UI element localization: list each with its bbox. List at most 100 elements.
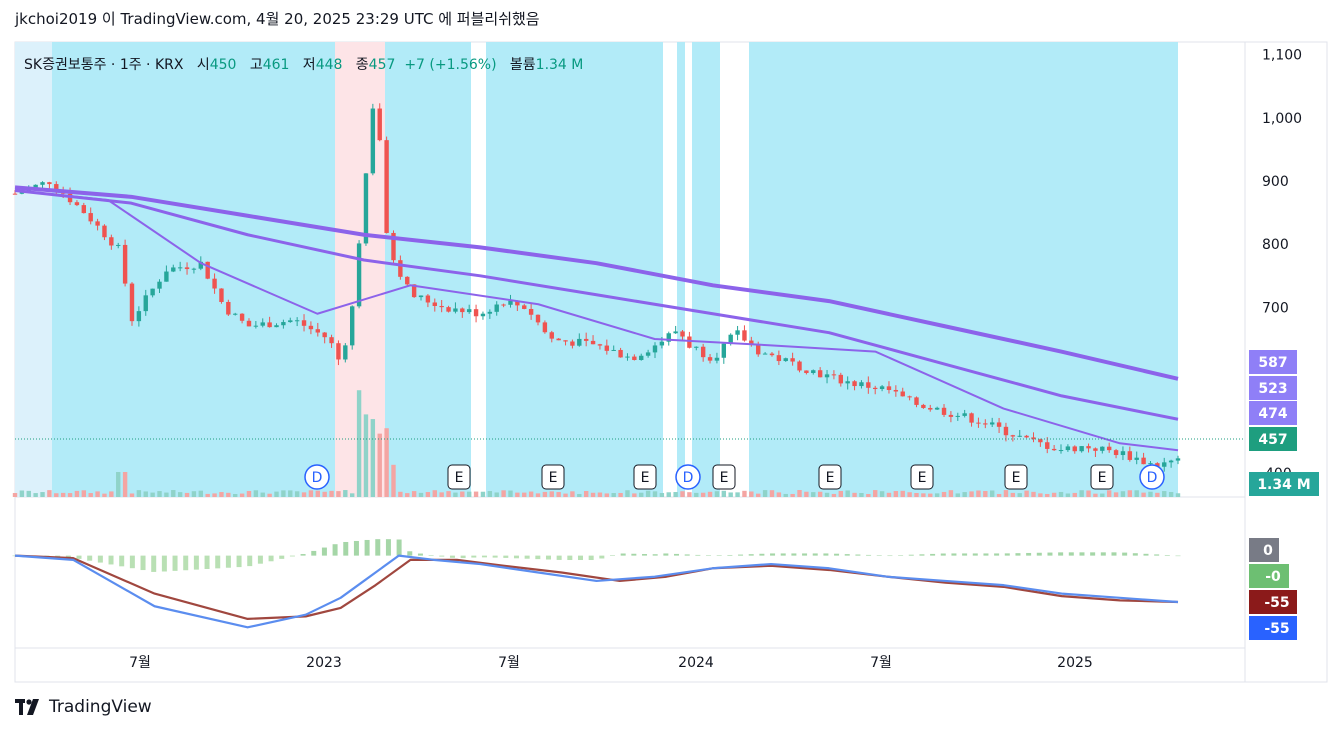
candle-body — [116, 244, 121, 246]
candle-body — [522, 305, 527, 309]
candle-body — [432, 302, 437, 306]
volume-bar — [453, 492, 458, 497]
candle-body — [1100, 446, 1105, 451]
candle-body — [1072, 446, 1077, 452]
macd-histogram-bar — [247, 555, 253, 567]
candle-body — [694, 346, 699, 348]
macd-histogram-bar — [908, 554, 914, 556]
candle-body — [721, 343, 727, 358]
candle-body — [618, 349, 623, 358]
macd-histogram-bar — [663, 553, 669, 556]
candle-body — [453, 308, 458, 312]
macd-histogram-bar — [492, 555, 498, 558]
volume-bar — [143, 491, 148, 497]
volume-bar — [769, 490, 775, 497]
macd-histogram-bar — [951, 553, 957, 556]
macd-histogram-bar — [674, 553, 680, 556]
volume-bar — [535, 493, 541, 497]
volume-bar — [191, 491, 197, 497]
volume-bar — [350, 493, 355, 497]
price-badge — [1249, 401, 1297, 425]
candle-body — [12, 193, 18, 195]
volume-bar — [1148, 491, 1153, 497]
volume-bar — [1120, 491, 1126, 497]
candle-body — [487, 311, 493, 314]
volume-bar — [26, 490, 31, 497]
volume-bar — [47, 490, 52, 497]
candle-body — [515, 300, 520, 306]
macd-histogram-bar — [87, 555, 93, 561]
candle-body — [1120, 451, 1126, 456]
candle-body — [1051, 448, 1057, 451]
macd-histogram-bar — [279, 555, 285, 559]
volume-bar — [239, 493, 245, 497]
time-tick-label: 2025 — [1057, 655, 1093, 671]
macd-histogram-bar — [364, 539, 370, 556]
volume-bar — [494, 492, 499, 497]
volume-bar — [377, 433, 382, 497]
volume-bar — [1155, 492, 1160, 497]
macd-histogram-bar — [1004, 553, 1010, 556]
volume-bar — [370, 419, 376, 497]
candle-body — [363, 173, 369, 244]
earnings-marker-label: E — [455, 470, 464, 486]
macd-histogram-bar — [1164, 555, 1170, 556]
macd-histogram-bar — [172, 555, 178, 571]
macd-histogram-bar — [802, 553, 808, 556]
macd-histogram-bar — [983, 553, 989, 556]
earnings-marker-label: E — [1012, 470, 1021, 486]
earnings-marker-label: E — [826, 470, 835, 486]
macd-histogram-bar — [257, 555, 263, 564]
volume-bar — [1051, 492, 1057, 497]
session-background-bands — [15, 42, 1178, 497]
tradingview-logo-icon — [15, 699, 39, 715]
macd-histogram-bar — [129, 555, 135, 569]
volume-bar — [955, 493, 960, 497]
session-band — [677, 42, 685, 497]
macd-histogram-bar — [343, 541, 349, 556]
candle-body — [315, 329, 320, 333]
macd-histogram-bar — [556, 555, 562, 560]
candle-body — [879, 386, 885, 390]
volume-bar — [67, 493, 73, 497]
candle-body — [191, 268, 197, 270]
candle-body — [577, 338, 582, 346]
volume-bar — [852, 492, 857, 497]
earnings-marker — [541, 464, 565, 490]
volume-bar — [625, 490, 630, 497]
candle-body — [673, 331, 678, 334]
macd-badge-label: 0 — [1263, 543, 1273, 559]
candle-body — [735, 330, 740, 335]
volume-bar — [102, 493, 107, 497]
volume-bar — [604, 493, 610, 497]
volume-bar — [1106, 490, 1112, 497]
volume-bar — [687, 492, 692, 497]
macd-histogram-bar — [353, 540, 359, 556]
macd-histogram-bar — [161, 555, 167, 572]
tradingview-logo[interactable]: TradingView — [15, 697, 152, 717]
candle-body — [804, 370, 809, 374]
volume-bar — [583, 490, 589, 497]
candle-body — [425, 295, 431, 303]
macd-histogram-bar — [1036, 552, 1042, 556]
volume-bar — [473, 491, 479, 497]
candle-body — [639, 355, 644, 360]
macd-histogram-bar — [503, 555, 509, 558]
volume-bar — [1065, 493, 1071, 497]
macd-histogram-bar — [300, 554, 306, 556]
volume-bar — [1175, 493, 1181, 497]
macd-histogram-bar — [1122, 552, 1128, 556]
candle-body — [728, 334, 733, 344]
volume-bar — [308, 490, 314, 497]
volume-bar — [1010, 492, 1016, 497]
candle-body — [122, 244, 128, 284]
candle-body — [281, 322, 286, 326]
volume-bar — [171, 490, 176, 497]
candle-body — [233, 313, 238, 315]
macd-histogram-bar — [396, 539, 402, 556]
volume-bar — [294, 491, 300, 497]
volume-bar — [797, 490, 802, 497]
candle-body — [590, 340, 596, 345]
